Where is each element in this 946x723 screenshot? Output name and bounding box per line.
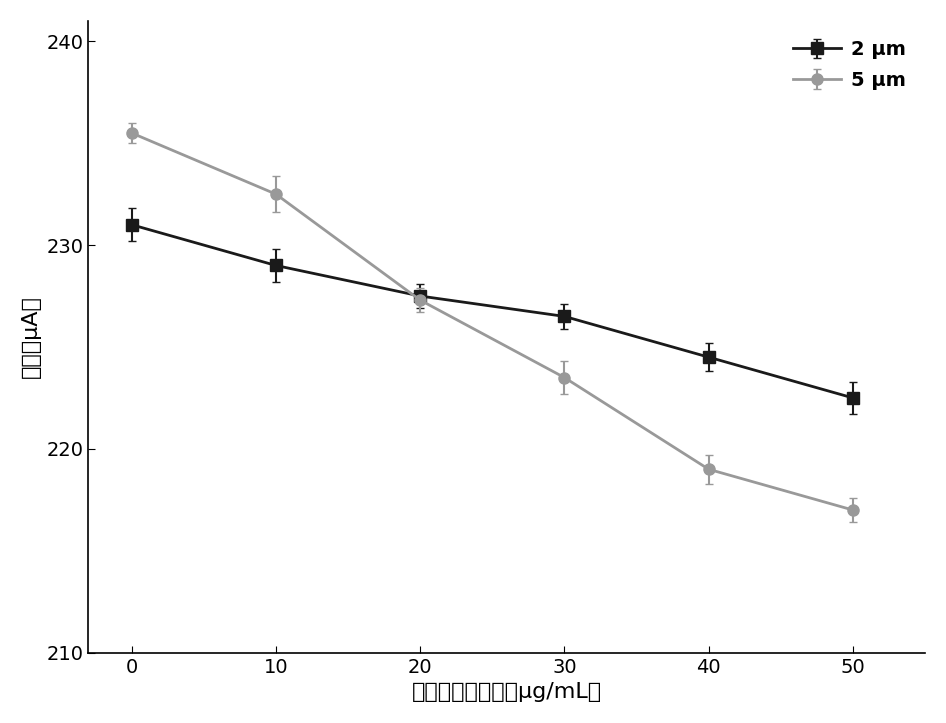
- Y-axis label: 电流（μA）: 电流（μA）: [21, 296, 41, 378]
- X-axis label: 链露亲和素浓度（μg/mL）: 链露亲和素浓度（μg/mL）: [412, 683, 602, 702]
- Legend: 2 μm, 5 μm: 2 μm, 5 μm: [782, 30, 916, 100]
